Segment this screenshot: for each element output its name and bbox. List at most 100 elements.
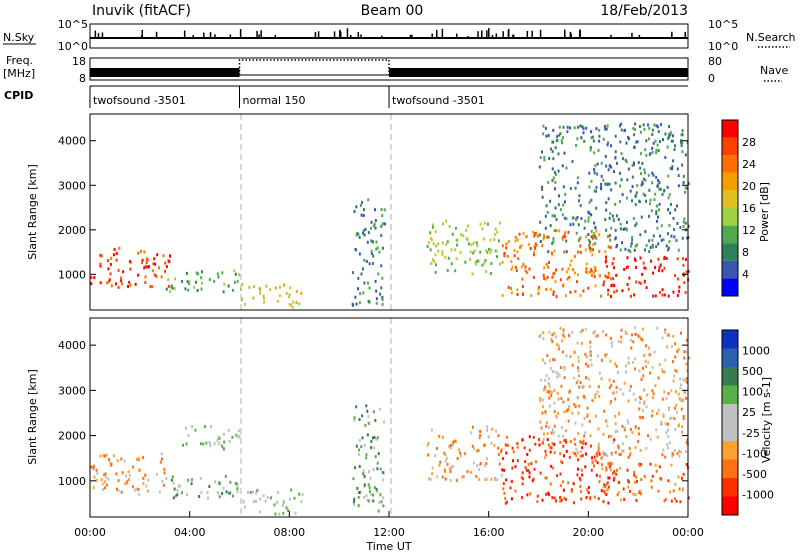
scatter-cell — [557, 169, 560, 173]
scatter-cell — [454, 440, 457, 444]
scatter-cell — [649, 371, 652, 375]
scatter-cell — [529, 247, 532, 251]
scatter-cell — [357, 276, 360, 280]
scatter-cell — [594, 458, 597, 462]
scatter-cell — [242, 500, 245, 504]
scatter-cell — [552, 236, 555, 240]
scatter-cell — [485, 269, 488, 273]
scatter-cell — [449, 466, 452, 470]
scatter-cell — [565, 166, 568, 170]
scatter-cell — [635, 265, 638, 269]
scatter-cell — [437, 249, 440, 253]
scatter-cell — [608, 465, 611, 469]
scatter-cell — [544, 378, 547, 382]
scatter-cell — [638, 281, 641, 285]
scatter-cell — [539, 397, 542, 401]
scatter-cell — [557, 203, 560, 207]
scatter-cell — [577, 355, 580, 359]
scatter-cell — [539, 333, 542, 337]
scatter-cell — [623, 268, 626, 272]
scatter-cell — [582, 127, 585, 131]
scatter-cell — [535, 231, 538, 235]
scatter-cell — [670, 234, 673, 238]
scatter-cell — [432, 242, 435, 246]
scatter-cell — [459, 454, 462, 458]
scatter-cell — [687, 269, 690, 273]
scatter-cell — [144, 473, 147, 477]
scatter-cell — [441, 475, 444, 479]
scatter-cell — [610, 341, 613, 345]
scatter-cell — [153, 257, 156, 261]
scatter-cell — [682, 225, 685, 229]
scatter-cell — [361, 414, 364, 418]
scatter-cell — [584, 465, 587, 469]
scatter-cell — [374, 279, 377, 283]
scatter-cell — [355, 233, 358, 237]
scatter-cell — [643, 280, 646, 284]
scatter-cell — [627, 248, 630, 252]
scatter-cell — [555, 229, 558, 233]
scatter-cell — [650, 259, 653, 263]
scatter-cell — [550, 147, 553, 151]
scatter-cell — [541, 440, 544, 444]
scatter-cell — [238, 273, 241, 277]
scatter-cell — [559, 208, 562, 212]
scatter-cell — [544, 277, 547, 281]
scatter-cell — [570, 259, 573, 263]
scatter-cell — [520, 244, 523, 248]
scatter-cell — [657, 215, 660, 219]
scatter-cell — [587, 490, 590, 494]
freq-trace — [90, 68, 688, 77]
scatter-cell — [479, 430, 482, 434]
scatter-cell — [276, 490, 279, 494]
scatter-cell — [542, 132, 545, 136]
scatter-cell — [587, 364, 590, 368]
scatter-cell — [620, 152, 623, 156]
scatter-cell — [163, 471, 166, 475]
scatter-cell — [282, 511, 285, 515]
scatter-cell — [382, 496, 385, 500]
scatter-cell — [626, 282, 629, 286]
scatter-cell — [632, 392, 635, 396]
scatter-cell — [513, 254, 516, 258]
scatter-cell — [145, 265, 148, 269]
scatter-cell — [459, 451, 462, 455]
scatter-cell — [660, 238, 663, 242]
scatter-cell — [237, 435, 240, 439]
scatter-cell — [227, 428, 230, 432]
scatter-cell — [672, 453, 675, 457]
scatter-cell — [569, 440, 572, 444]
scatter-cell — [563, 376, 566, 380]
scatter-cell — [117, 489, 120, 493]
scatter-cell — [601, 455, 604, 459]
scatter-cell — [456, 243, 459, 247]
scatter-cell — [663, 330, 666, 334]
scatter-cell — [553, 401, 556, 405]
scatter-cell — [623, 428, 626, 432]
scatter-cell — [516, 459, 519, 463]
scatter-cell — [673, 235, 676, 239]
scatter-cell — [680, 383, 683, 387]
scatter-cell — [497, 434, 500, 438]
scatter-cell — [550, 390, 553, 394]
scatter-cell — [360, 213, 363, 217]
scatter-cell — [129, 260, 132, 264]
scatter-cell — [668, 135, 671, 139]
scatter-cell — [651, 409, 654, 413]
scatter-cell — [538, 165, 541, 169]
scatter-cell — [625, 266, 628, 270]
scatter-cell — [255, 491, 258, 495]
scatter-cell — [600, 489, 603, 493]
scatter-cell — [656, 435, 659, 439]
scatter-cell — [576, 181, 579, 185]
scatter-cell — [631, 238, 634, 242]
scatter-cell — [644, 178, 647, 182]
scatter-cell — [647, 123, 650, 127]
scatter-cell — [458, 448, 461, 452]
scatter-cell — [683, 389, 686, 393]
scatter-cell — [640, 377, 643, 381]
scatter-cell — [439, 460, 442, 464]
scatter-cell — [618, 452, 621, 456]
scatter-cell — [635, 140, 638, 144]
scatter-cell — [554, 172, 557, 176]
